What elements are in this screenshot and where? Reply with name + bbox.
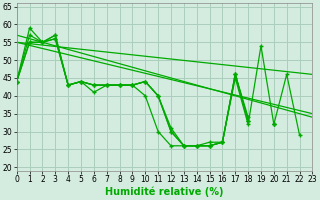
- X-axis label: Humidité relative (%): Humidité relative (%): [105, 187, 224, 197]
